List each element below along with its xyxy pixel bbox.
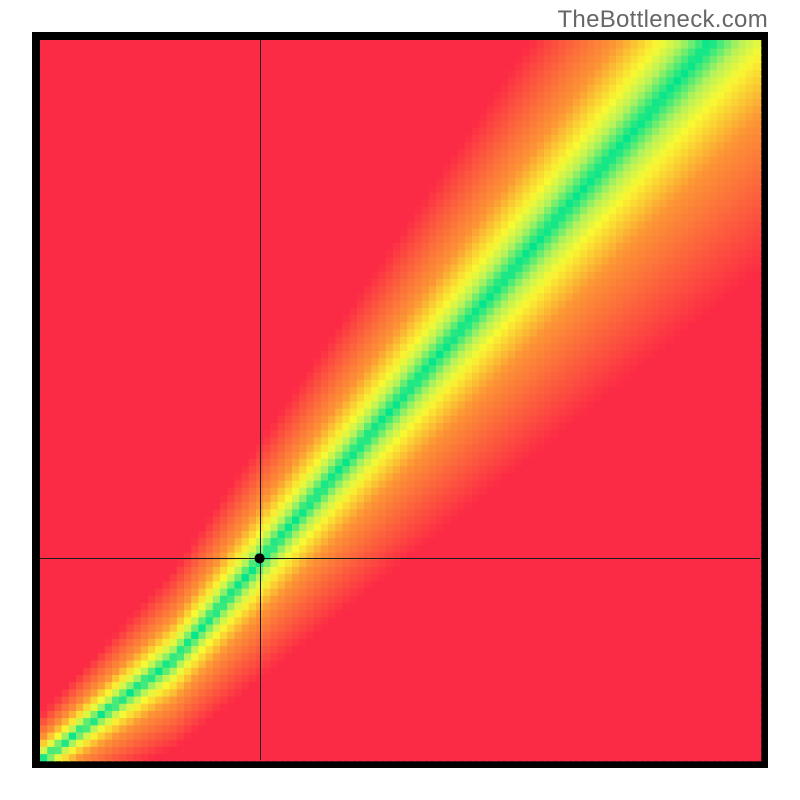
page-root: TheBottleneck.com (0, 0, 800, 800)
bottleneck-heatmap (32, 32, 768, 768)
heatmap-frame (32, 32, 768, 768)
watermark-text: TheBottleneck.com (557, 6, 768, 34)
